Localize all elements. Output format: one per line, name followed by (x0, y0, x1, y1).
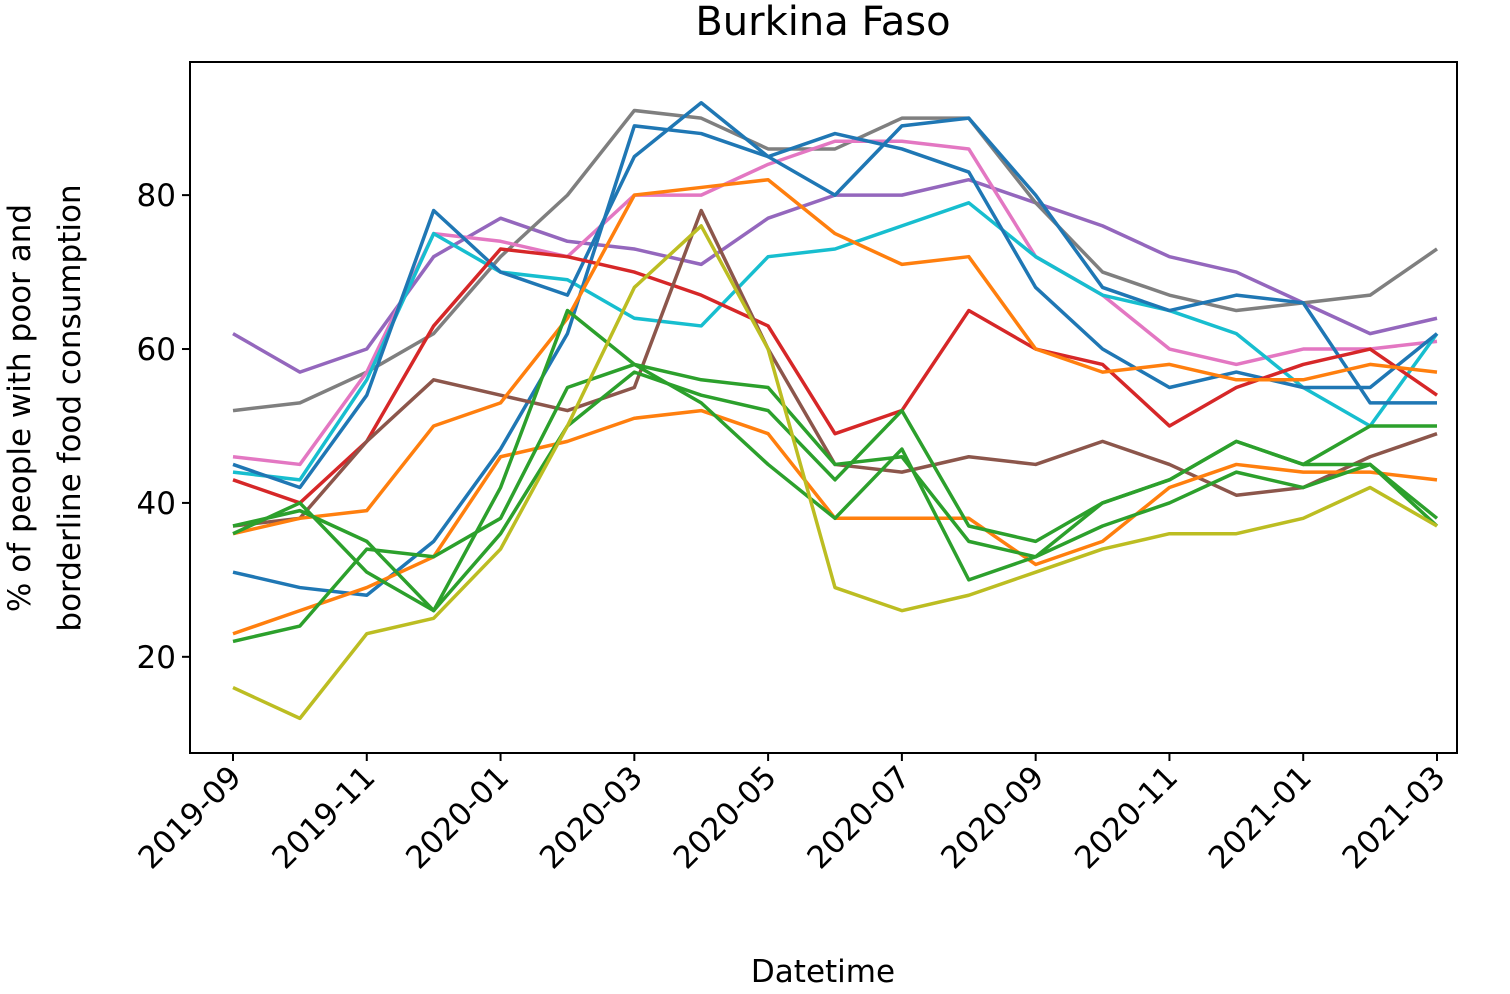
y-tick-label: 40 (137, 486, 176, 522)
x-tick-label: 2020-09 (934, 759, 1051, 876)
x-tick-label: 2019-09 (132, 759, 249, 876)
series-line (232, 177, 1438, 536)
y-axis-label: borderline food consumption (52, 184, 88, 631)
series-line (232, 124, 1439, 598)
chart-title: Burkina Faso (695, 0, 950, 45)
series-line (232, 139, 1438, 467)
series-line (232, 362, 1439, 644)
x-tick-label: 2020-03 (533, 759, 650, 876)
plot-frame (189, 61, 1458, 754)
x-tick-label: 2020-07 (800, 759, 917, 876)
y-tick-label: 60 (137, 332, 176, 368)
x-tick-label: 2020-11 (1068, 759, 1185, 876)
series-line (232, 370, 1437, 613)
x-axis-label: Datetime (751, 954, 895, 990)
series-line (232, 108, 1438, 413)
x-tick-label: 2021-03 (1336, 759, 1453, 876)
y-tick-label: 80 (137, 178, 176, 214)
series-line (232, 201, 1439, 482)
x-tick-label: 2019-11 (265, 759, 382, 876)
series-line (232, 101, 1437, 490)
x-tick-label: 2020-01 (399, 759, 516, 876)
x-tick-label: 2021-01 (1202, 759, 1319, 876)
series-line (232, 224, 1438, 721)
series-line (232, 247, 1438, 505)
y-axis-label: % of people with poor and (2, 204, 38, 612)
x-tick-label: 2020-05 (667, 759, 784, 876)
y-tick-label: 20 (137, 640, 176, 676)
